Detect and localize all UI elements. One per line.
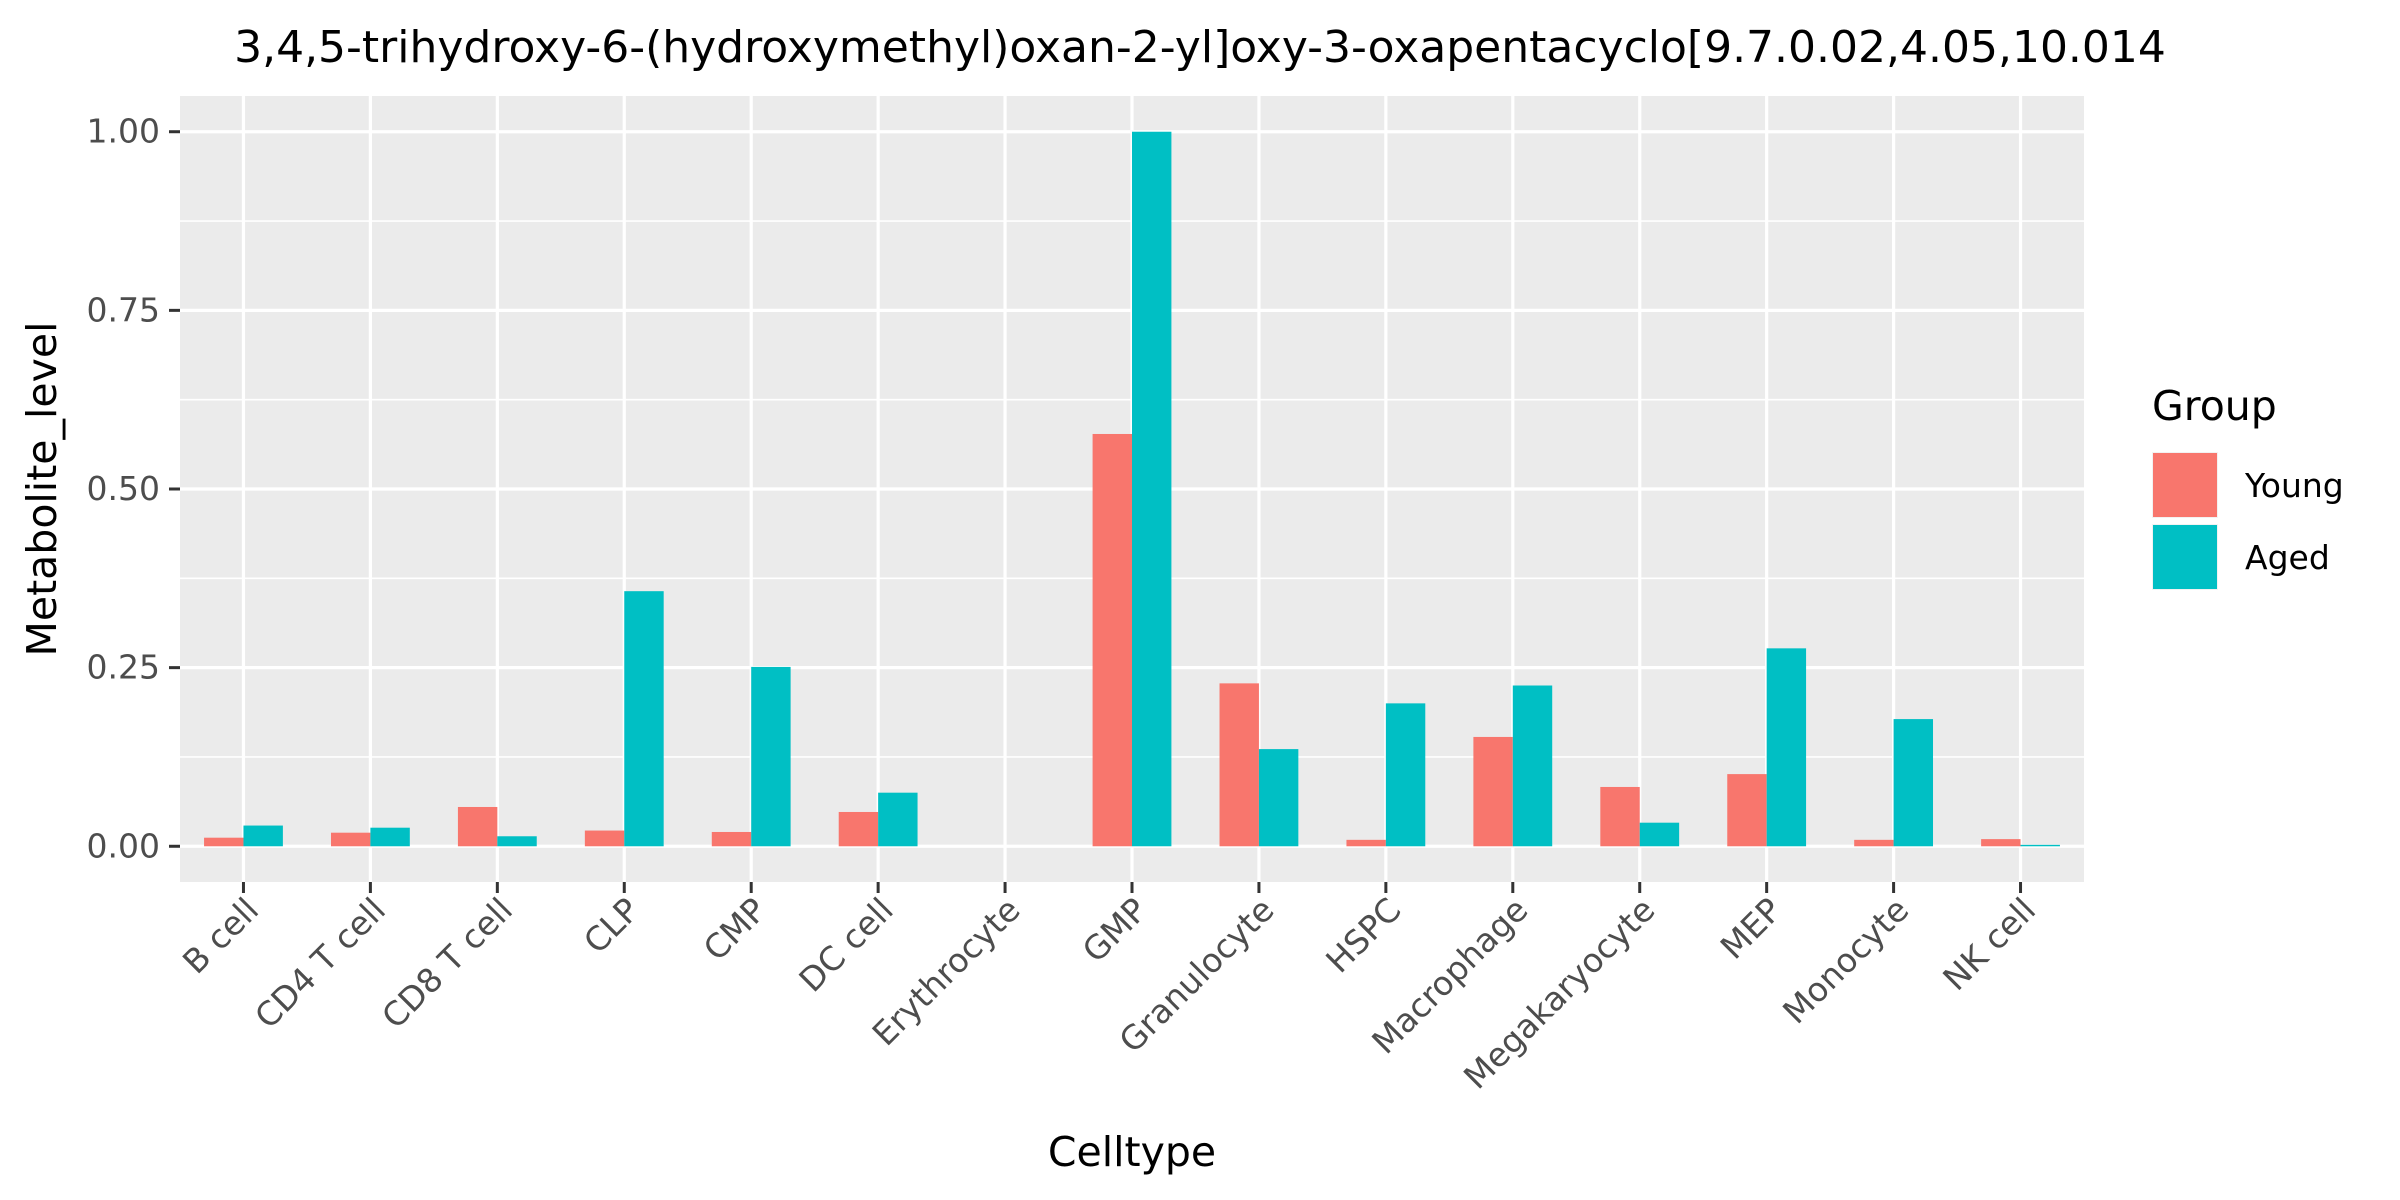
bar-young [1981,839,2021,847]
y-tick-label: 0.00 [87,826,160,865]
bar-young [838,811,879,847]
bar-aged [1639,822,1680,847]
legend: Group Young Aged [2152,382,2344,590]
x-tick-label: HSPC [1318,890,1408,980]
y-tick-label: 0.75 [87,290,160,329]
bar-young [204,837,244,847]
bar-young [457,806,498,847]
bar-young [1473,736,1513,847]
x-tick-label: GMP [1075,890,1155,970]
x-tick-label: NK cell [1935,890,2043,998]
bar-aged [1766,648,1807,847]
bar-young [1727,774,1767,847]
bar-young [1092,433,1132,847]
bar-aged [370,827,410,847]
x-tick-label: Monocyte [1775,890,1916,1031]
bar-aged [751,666,791,847]
x-tick-label: CD4 T cell [247,890,393,1036]
y-axis: 0.00 0.25 0.50 0.75 1.00 [87,112,180,865]
legend-label-aged: Aged [2245,538,2330,577]
bar-aged [624,591,664,847]
legend-swatch-aged [2153,525,2217,589]
x-axis-title: Celltype [1048,1128,1216,1176]
bar-aged [878,792,918,847]
bar-aged [243,825,283,847]
y-tick-label: 1.00 [87,112,160,151]
x-tick-label: CMP [696,890,774,968]
x-tick-label: CD8 T cell [374,890,520,1036]
bar-young [584,830,625,847]
bar-aged [1132,131,1172,847]
bar-young [1346,839,1386,847]
legend-swatch-young [2153,453,2217,517]
bar-aged [1512,685,1553,847]
bar-aged [497,836,537,847]
y-axis-title: Metabolite_level [18,322,66,657]
bar-young [1600,786,1640,847]
bar-aged [1258,749,1299,847]
bar-young [1854,839,1894,847]
bar-young [711,831,752,847]
x-tick-label: MEP [1713,890,1790,967]
legend-label-young: Young [2244,466,2344,505]
bar-aged [1385,703,1426,847]
y-tick-label: 0.25 [87,648,160,687]
y-tick-label: 0.50 [87,469,160,508]
bar-aged [2020,844,2060,847]
bar-aged [1893,719,1934,847]
bar-young [1219,683,1259,847]
bar-young [330,832,371,847]
legend-title: Group [2152,382,2277,430]
x-tick-label: B cell [175,890,266,981]
chart-title: 3,4,5-trihydroxy-6-(hydroxymethyl)oxan-2… [234,22,2166,73]
x-tick-label: CLP [576,890,647,961]
x-tick-label: DC cell [791,890,900,999]
bars [204,131,2060,847]
